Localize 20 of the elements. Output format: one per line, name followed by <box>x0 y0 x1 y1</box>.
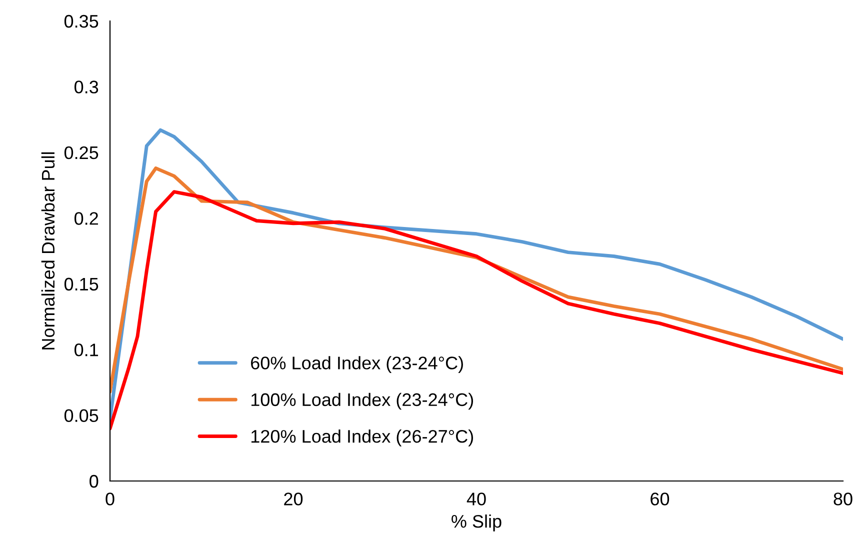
y-tick-label: 0.1 <box>74 344 98 356</box>
legend-label: 120% Load Index (26-27°C) <box>251 430 474 446</box>
x-tick-label: 20 <box>284 492 303 506</box>
y-axis-title: Normalized Drawbar Pull <box>41 152 55 350</box>
line-series <box>110 166 843 394</box>
x-tick-label: 60 <box>650 492 670 506</box>
legend-label: 100% Load Index (23-24°C) <box>251 392 474 410</box>
y-tick-label: 0.3 <box>74 80 98 94</box>
x-axis-title: % Slip <box>452 514 502 532</box>
x-tick-label: 0 <box>106 492 114 506</box>
y-tick-label: 0 <box>90 474 98 488</box>
x-tick-label: 80 <box>834 492 852 506</box>
y-tick-label: 0.15 <box>64 278 98 291</box>
y-tick-label: 0.35 <box>64 14 98 28</box>
x-tick-label: 40 <box>466 492 486 506</box>
y-tick-label: 0.2 <box>74 212 98 225</box>
legend-label: 60% Load Index (23-24°C) <box>251 356 463 373</box>
y-tick-label: 0.05 <box>64 409 98 422</box>
y-tick-label: 0.25 <box>64 146 98 160</box>
line-series <box>110 190 843 430</box>
